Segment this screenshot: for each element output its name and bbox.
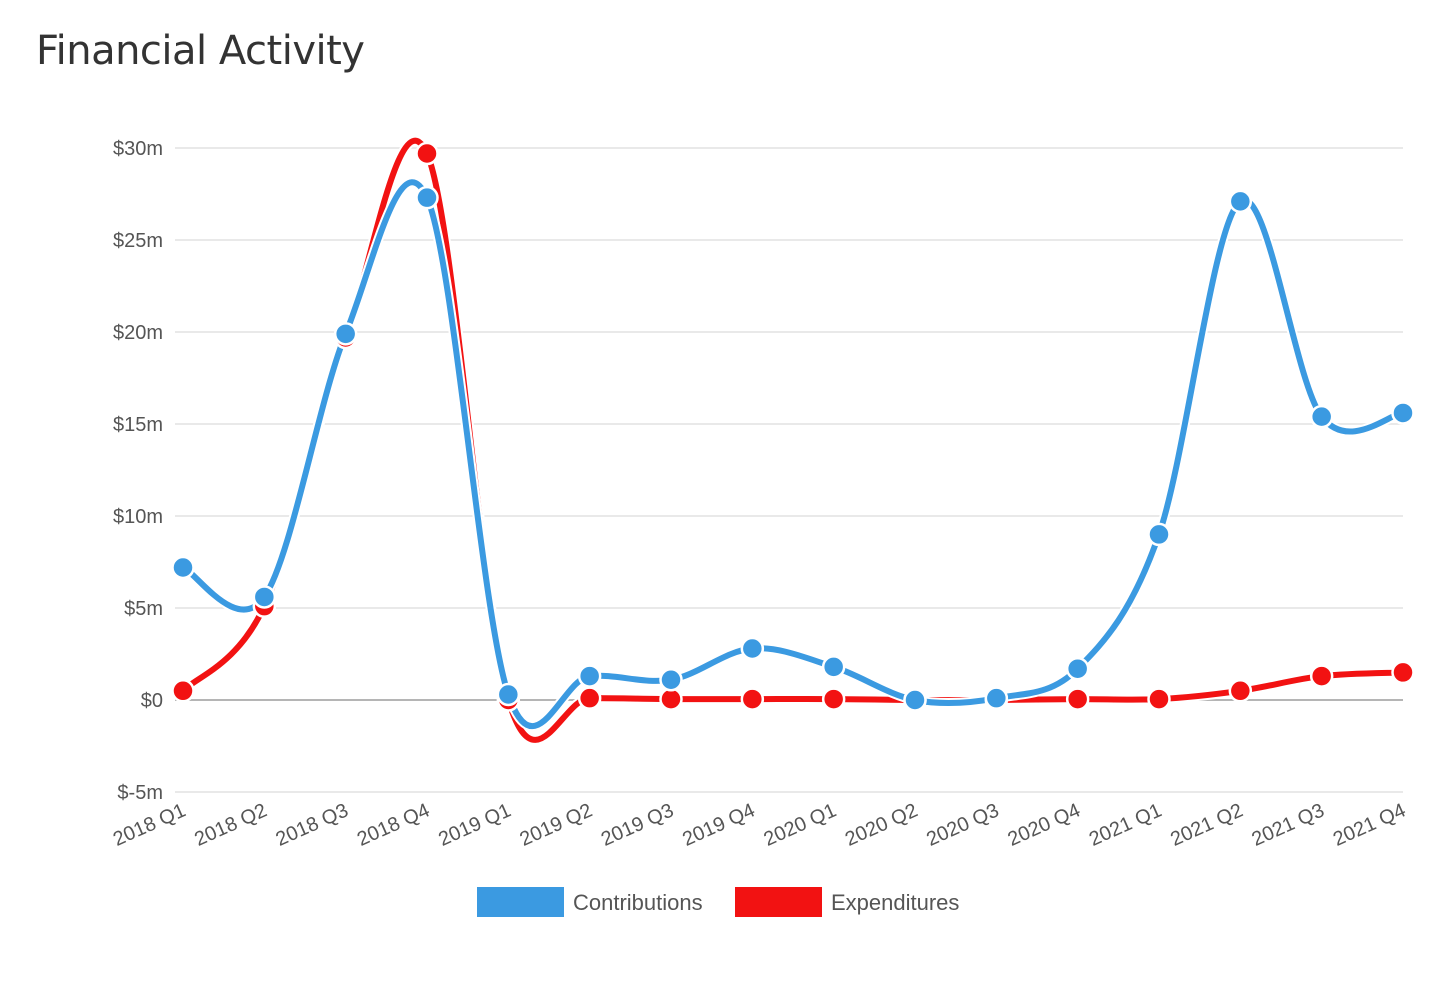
contributions-point[interactable]: [903, 688, 927, 712]
contributions-point[interactable]: [984, 686, 1009, 710]
x-tick-label: 2019 Q2: [517, 799, 596, 850]
expenditures-point[interactable]: [415, 141, 439, 166]
expenditures-point[interactable]: [1147, 687, 1171, 711]
y-tick-label: $5m: [124, 598, 163, 620]
x-tick-label: 2021 Q4: [1330, 799, 1409, 850]
expenditures-point[interactable]: [659, 687, 683, 711]
contributions-point[interactable]: [1228, 189, 1253, 214]
expenditures-point[interactable]: [1065, 687, 1090, 711]
contributions-point[interactable]: [577, 664, 602, 688]
expenditures-point[interactable]: [1391, 660, 1415, 685]
y-tick-label: $30m: [113, 138, 163, 160]
contributions-point[interactable]: [415, 185, 439, 210]
expenditures-point[interactable]: [740, 687, 765, 711]
x-tick-label: 2019 Q1: [435, 799, 514, 850]
x-tick-label: 2021 Q2: [1167, 799, 1246, 850]
x-tick-label: 2018 Q4: [354, 799, 433, 850]
x-tick-label: 2018 Q1: [110, 799, 189, 850]
x-tick-label: 2019 Q4: [679, 799, 758, 850]
expenditures-point[interactable]: [821, 687, 846, 711]
legend: Contributions Expenditures: [477, 887, 959, 917]
x-tick-label: 2020 Q3: [923, 799, 1002, 850]
page-title: Financial Activity: [36, 28, 365, 74]
contributions-point[interactable]: [1309, 404, 1334, 429]
contributions-point[interactable]: [740, 636, 765, 661]
y-tick-label: $20m: [113, 322, 163, 344]
x-tick-label: 2018 Q2: [191, 799, 270, 850]
x-axis-tick-labels: 2018 Q1 2018 Q2 2018 Q3 2018 Q4 2019 Q1 2019 …: [110, 799, 1409, 850]
contributions-legend-label[interactable]: Contributions: [573, 890, 703, 915]
y-tick-label: $15m: [113, 414, 163, 436]
contributions-point[interactable]: [171, 555, 195, 580]
x-tick-label: 2018 Q3: [273, 799, 352, 850]
x-tick-label: 2021 Q1: [1086, 799, 1165, 850]
x-tick-label: 2021 Q3: [1249, 799, 1328, 850]
x-tick-label: 2020 Q1: [761, 799, 840, 850]
expenditures-legend-swatch[interactable]: [735, 887, 822, 917]
contributions-point[interactable]: [1147, 522, 1171, 547]
contributions-legend-swatch[interactable]: [477, 887, 564, 917]
series-points: [171, 141, 1415, 712]
y-tick-label: $-5m: [117, 782, 163, 804]
y-axis-tick-labels: $30m $25m $20m $15m $10m $5m $0 $-5m: [113, 138, 163, 804]
expenditures-point[interactable]: [577, 686, 602, 710]
contributions-point[interactable]: [333, 322, 358, 346]
contributions-point[interactable]: [252, 585, 277, 609]
x-tick-label: 2020 Q2: [842, 799, 921, 850]
y-tick-label: $10m: [113, 506, 163, 528]
contributions-point[interactable]: [659, 668, 683, 692]
expenditures-point[interactable]: [1309, 664, 1334, 688]
x-tick-label: 2020 Q4: [1005, 799, 1084, 850]
expenditures-point[interactable]: [1228, 679, 1253, 703]
x-tick-label: 2019 Q3: [598, 799, 677, 850]
series-lines: [179, 135, 1406, 745]
y-tick-label: $0: [141, 690, 163, 712]
contributions-point[interactable]: [821, 655, 846, 679]
y-tick-label: $25m: [113, 230, 163, 252]
contributions-point[interactable]: [496, 682, 521, 707]
expenditures-point[interactable]: [171, 679, 195, 703]
contributions-line-halo: [180, 177, 1405, 731]
contributions-point[interactable]: [1391, 401, 1415, 425]
expenditures-legend-label[interactable]: Expenditures: [831, 890, 959, 915]
contributions-point[interactable]: [1065, 656, 1090, 681]
